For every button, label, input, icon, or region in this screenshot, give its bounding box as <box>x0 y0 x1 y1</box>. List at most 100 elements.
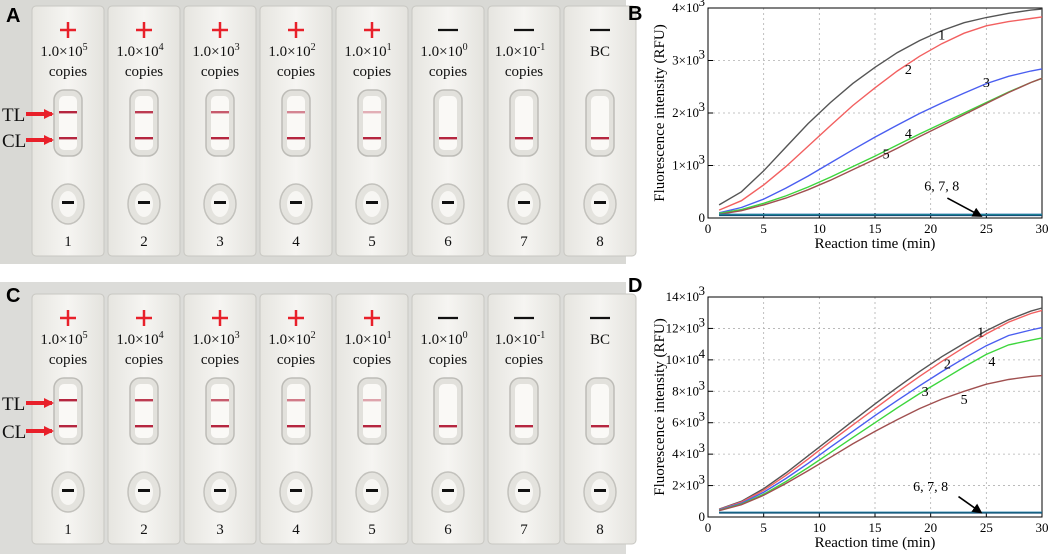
y-tick-exponent: 4 <box>699 346 706 361</box>
y-tick-label: 2×10 <box>672 105 699 120</box>
x-tick-label: 5 <box>760 520 767 535</box>
test-strip: 1.0×104 copies 2 <box>107 5 181 257</box>
concentration-label: 1.0×103 <box>192 42 239 60</box>
strip-number: 4 <box>292 234 300 250</box>
result-membrane <box>135 384 153 438</box>
strip-number: 6 <box>444 234 452 250</box>
unit-label: copies <box>505 64 543 80</box>
sample-mark <box>214 489 226 492</box>
strips-c: 1.0×105 copies 1 1.0×104 copies 2 1.0×103 copie… <box>31 293 637 545</box>
concentration-label: BC <box>590 332 610 348</box>
test-strip: 1.0×10-1 copies 7 <box>487 293 561 545</box>
panel-c: 1.0×105 copies 1 1.0×104 copies 2 1.0×103 copie… <box>0 282 637 554</box>
series-line-2 <box>718 16 1043 211</box>
panel-a: 1.0×105 copies 1 1.0×104 copies 2 1.0×103 copie… <box>0 0 637 264</box>
test-strip: 1.0×100 copies 6 <box>411 293 485 545</box>
y-tick-label: 8×10 <box>672 383 699 398</box>
test-line <box>211 111 229 114</box>
control-line <box>439 425 457 428</box>
panel-d-label: D <box>628 275 642 297</box>
tl-marker-text: TL <box>2 105 25 126</box>
unit-label: copies <box>49 64 87 80</box>
sample-mark <box>62 201 74 204</box>
concentration-label: 1.0×10-1 <box>495 330 546 348</box>
control-line <box>439 137 457 140</box>
strip-number: 4 <box>292 522 300 538</box>
x-tick-label: 30 <box>1036 221 1049 236</box>
test-line <box>135 399 153 402</box>
y-tick-label: 4×10 <box>672 0 699 15</box>
concentration-label: 1.0×102 <box>268 330 315 348</box>
concentration-label: 1.0×103 <box>192 330 239 348</box>
strip-number: 6 <box>444 522 452 538</box>
control-line <box>363 137 381 140</box>
strip-number: 1 <box>64 234 72 250</box>
strip-number: 7 <box>520 234 528 250</box>
concentration-label: 1.0×105 <box>40 42 87 60</box>
result-membrane <box>439 96 457 150</box>
test-line <box>287 111 305 114</box>
tl-marker-a: TL <box>2 105 54 126</box>
unit-label: copies <box>277 352 315 368</box>
x-tick-label: 10 <box>813 221 826 236</box>
unit-label: copies <box>201 64 239 80</box>
control-line <box>135 137 153 140</box>
control-line <box>287 137 305 140</box>
strip-number: 8 <box>596 522 604 538</box>
sample-mark <box>594 201 606 204</box>
sample-mark <box>366 489 378 492</box>
test-strip: 1.0×102 copies 4 <box>259 5 333 257</box>
cl-marker-c: CL <box>2 422 54 443</box>
result-membrane <box>287 384 305 438</box>
concentration-label: 1.0×101 <box>344 330 391 348</box>
x-axis-title: Reaction time (min) <box>815 236 936 252</box>
sample-mark <box>594 489 606 492</box>
sample-mark <box>138 489 150 492</box>
control-line <box>211 137 229 140</box>
test-line <box>363 111 381 114</box>
sample-mark <box>290 489 302 492</box>
y-tick-exponent: 3 <box>699 99 706 114</box>
result-membrane <box>135 96 153 150</box>
series-line-3 <box>718 68 1043 214</box>
y-tick-label: 0 <box>699 210 706 225</box>
unit-label: copies <box>49 352 87 368</box>
result-membrane <box>59 384 77 438</box>
x-tick-label: 10 <box>813 520 826 535</box>
concentration-label: BC <box>590 44 610 60</box>
series-line-3 <box>718 326 1043 511</box>
y-tick-exponent: 3 <box>699 283 706 298</box>
test-strip: 1.0×10-1 copies 7 <box>487 5 561 257</box>
y-tick-exponent: 3 <box>699 47 706 62</box>
y-tick-exponent: 3 <box>699 409 706 424</box>
panel-c-label: C <box>6 285 20 307</box>
curve-label: 3 <box>922 385 929 400</box>
y-tick-label: 12×10 <box>666 320 699 335</box>
test-line <box>59 111 77 114</box>
y-tick-label: 0 <box>699 509 706 524</box>
sample-mark <box>518 201 530 204</box>
y-tick-exponent: 3 <box>699 377 706 392</box>
tl-marker-text: TL <box>2 394 25 415</box>
cl-marker-a: CL <box>2 131 54 152</box>
control-line <box>59 425 77 428</box>
y-tick-exponent: 3 <box>699 440 706 455</box>
test-strip: 1.0×105 copies 1 <box>31 293 105 545</box>
x-tick-label: 15 <box>869 520 882 535</box>
sample-mark <box>366 201 378 204</box>
annotation-arrow <box>958 495 983 514</box>
y-tick-exponent: 3 <box>699 472 706 487</box>
sample-mark <box>290 201 302 204</box>
curve-label: 4 <box>905 127 912 142</box>
test-line <box>287 399 305 402</box>
concentration-label: 1.0×105 <box>40 330 87 348</box>
curve-label: 1 <box>977 325 984 340</box>
unit-label: copies <box>125 352 163 368</box>
y-tick-label: 6×10 <box>672 415 699 430</box>
curve-label: 2 <box>944 358 951 373</box>
annotation-label: 6, 7, 8 <box>913 480 948 495</box>
unit-label: copies <box>201 352 239 368</box>
panel-a-label: A <box>6 5 20 27</box>
concentration-label: 1.0×10-1 <box>495 42 546 60</box>
